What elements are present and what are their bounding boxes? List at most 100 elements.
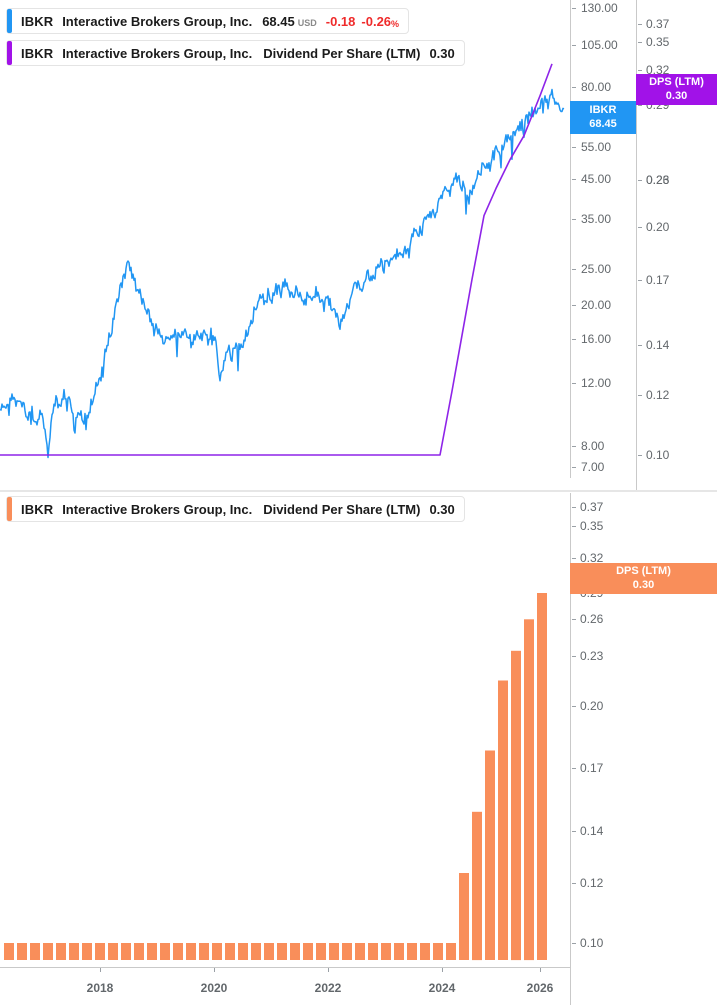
dps-bar[interactable] — [329, 943, 339, 960]
dps-legend-swatch-orange — [7, 497, 12, 521]
time-axis[interactable]: 2018 2020 2022 2024 2026 — [0, 967, 570, 1005]
dps-bar[interactable] — [95, 943, 105, 960]
dps-bar[interactable] — [160, 943, 170, 960]
dps-plot-area[interactable] — [0, 493, 570, 966]
axis-tickmark — [572, 526, 576, 527]
panel-divider[interactable] — [0, 490, 717, 492]
dps-bar[interactable] — [173, 943, 183, 960]
dps-bar[interactable] — [459, 873, 469, 960]
price-legend-swatch — [7, 9, 12, 33]
dps-bar[interactable] — [108, 943, 118, 960]
dps-bar[interactable] — [511, 650, 521, 961]
price-legend-ticker: IBKR — [21, 13, 54, 29]
dps-bar[interactable] — [186, 943, 196, 960]
dps-bar[interactable] — [56, 943, 66, 960]
dps-bar[interactable] — [472, 811, 482, 961]
time-tickmark — [540, 968, 541, 972]
dps-bar[interactable] — [82, 943, 92, 960]
dps-bar[interactable] — [238, 943, 248, 960]
dps-legend-swatch-purple — [7, 41, 12, 65]
price-legend-price: 68.45 — [262, 13, 295, 29]
price-line — [0, 88, 565, 459]
axis-tick-label: 0.32 — [580, 551, 604, 565]
dps-bar[interactable] — [4, 943, 14, 960]
time-tickmark — [328, 968, 329, 972]
dps-bar[interactable] — [303, 943, 313, 960]
dps-bar[interactable] — [30, 943, 40, 960]
time-tick-label: 2024 — [428, 981, 456, 995]
axis-tickmark — [638, 42, 642, 43]
price-value-badge: IBKR 68.45 — [570, 101, 636, 134]
dps-bar-chart — [4, 593, 547, 961]
dps-bar[interactable] — [134, 943, 144, 960]
dps-bar[interactable] — [420, 943, 430, 960]
dps-panel-legend-name: Interactive Brokers Group, Inc. — [62, 501, 253, 517]
dps-bar[interactable] — [407, 943, 417, 960]
dps-bar[interactable] — [381, 943, 391, 960]
price-legend-currency: USD — [297, 18, 317, 28]
axis-tick-label: 0.37 — [646, 17, 670, 31]
dps-bar[interactable] — [485, 750, 495, 961]
dps-bar[interactable] — [368, 943, 378, 960]
axis-tick-label: 0.20 — [580, 699, 604, 713]
dps-panel-legend-ticker: IBKR — [21, 501, 54, 517]
axis-tick-label: 0.23 — [646, 173, 670, 187]
price-axis[interactable]: 130.00 105.00 80.00 55.00 45.00 35.00 25.00 20.… — [570, 0, 622, 491]
dps-bar[interactable] — [69, 943, 79, 960]
axis-tick-label: 130.00 — [581, 1, 618, 15]
axis-tickmark — [572, 383, 576, 384]
axis-tickmark — [572, 831, 576, 832]
dps-bar[interactable] — [251, 943, 261, 960]
dps-legend[interactable]: IBKR Interactive Brokers Group, Inc. Div… — [6, 496, 465, 522]
dps-bar[interactable] — [524, 619, 534, 961]
axis-tickmark — [572, 656, 576, 657]
axis-tick-label: 0.26 — [580, 612, 604, 626]
axis-tick-label: 0.32 — [646, 63, 670, 77]
axis-tick-label: 80.00 — [581, 80, 612, 94]
dps-bar[interactable] — [433, 943, 443, 960]
dps-bar[interactable] — [446, 943, 456, 960]
axis-tick-label: 0.10 — [646, 448, 670, 462]
axis-tickmark — [572, 147, 576, 148]
time-tickmark — [100, 968, 101, 972]
dps-badge-label-panel2: DPS (LTM) — [616, 564, 671, 577]
price-plot-area[interactable] — [0, 0, 570, 478]
dps-bar[interactable] — [316, 943, 326, 960]
dps-bar[interactable] — [225, 943, 235, 960]
dps-bar[interactable] — [537, 593, 547, 960]
price-legend[interactable]: IBKR Interactive Brokers Group, Inc. 68.… — [6, 8, 410, 34]
dps-bar[interactable] — [199, 943, 209, 960]
axis-tick-label: 7.00 — [581, 460, 605, 474]
dps-bar[interactable] — [212, 943, 222, 960]
axis-tickmark — [572, 45, 576, 46]
dps-bar[interactable] — [342, 943, 352, 960]
dps-bar[interactable] — [290, 943, 300, 960]
dps-value-badge-panel2: DPS (LTM) 0.30 — [570, 563, 717, 594]
percent-sign: % — [391, 18, 400, 29]
axis-tickmark — [572, 339, 576, 340]
dps-bar[interactable] — [498, 680, 508, 961]
dps-bar[interactable] — [121, 943, 131, 960]
axis-tick-label: 105.00 — [581, 38, 618, 52]
dps-bar[interactable] — [264, 943, 274, 960]
price-legend-change-percent: -0.26% — [361, 14, 399, 29]
dps-badge-value-panel2: 0.30 — [632, 578, 655, 591]
price-panel-dps-legend[interactable]: IBKR Interactive Brokers Group, Inc. Div… — [6, 40, 465, 66]
time-axis-right-border — [570, 967, 571, 1005]
axis-tick-label: 0.37 — [580, 500, 604, 514]
dps-bar[interactable] — [43, 943, 53, 960]
dps-bar[interactable] — [355, 943, 365, 960]
axis-tick-label: 0.12 — [580, 876, 604, 890]
dps-bar[interactable] — [147, 943, 157, 960]
time-tick-label: 2018 — [86, 981, 114, 995]
axis-tick-label: 0.12 — [646, 388, 670, 402]
dps-bar[interactable] — [277, 943, 287, 960]
axis-tick-label: 35.00 — [581, 212, 612, 226]
dps-axis-panel1[interactable]: 0.37 0.35 0.32 0.29 0.26 0.23 0.20 0.17 0.14 0.12… — [636, 0, 717, 491]
price-badge-value: 68.45 — [589, 117, 617, 130]
axis-tick-label: 16.00 — [581, 332, 612, 346]
dps-bar[interactable] — [394, 943, 404, 960]
dps-bar[interactable] — [17, 943, 27, 960]
dps-badge-label-panel1: DPS (LTM) — [649, 75, 704, 88]
